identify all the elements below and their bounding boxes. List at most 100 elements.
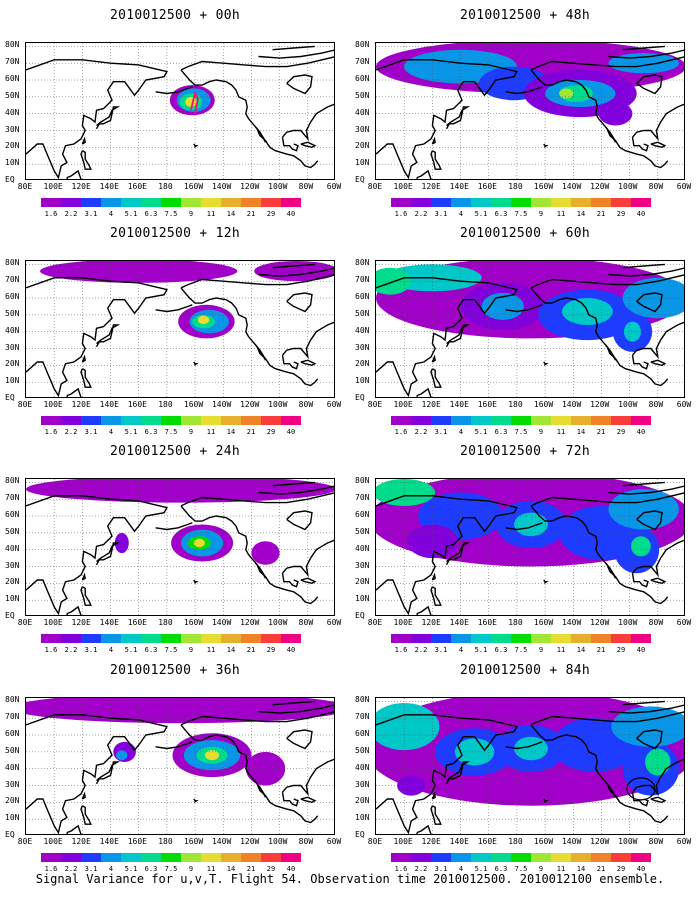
colorbar-swatch — [221, 853, 241, 862]
colorbar-level-label: 9 — [188, 646, 194, 654]
latitude-label: 30N — [5, 779, 20, 789]
longitude-label: 160E — [127, 400, 147, 409]
longitude-label: 120E — [421, 182, 441, 191]
map-frame — [25, 42, 335, 180]
latitude-label: 50N — [355, 745, 370, 755]
longitude-label: 140E — [99, 400, 119, 409]
longitude-label: 120E — [71, 182, 91, 191]
coastline — [445, 542, 471, 566]
coastline — [430, 805, 442, 825]
colorbar-swatch — [471, 198, 491, 207]
coastline — [255, 781, 267, 798]
coastline — [300, 141, 317, 149]
colorbar-swatch — [571, 853, 591, 862]
latitude-label: EQ — [355, 830, 365, 839]
latitude-label: 70N — [5, 275, 20, 285]
colorbar-swatch — [81, 853, 101, 862]
colorbar-level-label: 4 — [458, 428, 464, 436]
latitude-label: 20N — [355, 359, 370, 369]
coastline — [608, 267, 684, 277]
longitude-label: 180 — [158, 618, 173, 627]
longitude-label: 80E — [17, 182, 33, 191]
colorbar-level-label: 29 — [616, 428, 626, 436]
longitude-label: 80W — [298, 182, 314, 191]
colorbar-level-label: 4 — [108, 865, 114, 873]
panel-title: 2010012500 + 84h — [459, 663, 591, 678]
coastlines — [376, 263, 684, 397]
latitude-label: 80N — [355, 476, 370, 486]
latitude-label: 70N — [355, 493, 370, 503]
colorbar-swatch — [611, 853, 631, 862]
colorbar-swatch — [221, 198, 241, 207]
colorbar-swatch — [61, 416, 81, 425]
longitude-label: 100W — [268, 400, 288, 409]
coastline — [608, 704, 684, 714]
coastline — [505, 522, 543, 531]
colorbar-swatch — [141, 416, 161, 425]
coastline — [255, 344, 267, 361]
longitude-label: 160W — [533, 618, 554, 627]
coastlines — [376, 700, 684, 834]
colorbar-level-label: 21 — [246, 210, 256, 218]
longitude-label: 160E — [477, 618, 497, 627]
longitude-label: 80W — [648, 837, 664, 846]
latitude-label: EQ — [355, 393, 365, 402]
colorbar-swatch — [451, 198, 471, 207]
coastline — [631, 103, 684, 142]
variance-contour — [114, 532, 129, 554]
coastline — [281, 137, 299, 152]
latitude-label: 40N — [355, 107, 370, 117]
variance-contour — [397, 775, 426, 796]
latitude-label: 20N — [5, 359, 20, 369]
longitude-label: 80E — [367, 400, 383, 409]
colorbar-level-label: 9 — [538, 865, 544, 873]
latitude-label: EQ — [5, 175, 15, 184]
longitude-label: 60W — [676, 618, 692, 627]
latitude-label: 30N — [5, 342, 20, 352]
colorbar-swatch — [241, 198, 261, 207]
colorbar-level-label: 6.3 — [144, 428, 158, 436]
colorbar-level-label: 14 — [576, 210, 586, 218]
colorbar-swatch — [61, 198, 81, 207]
longitude-label: 120W — [240, 182, 260, 191]
latitude-label: 40N — [5, 543, 20, 553]
latitude-label: 60N — [5, 292, 20, 302]
coastline — [431, 354, 436, 363]
colorbar-swatch — [491, 634, 511, 643]
variance-contour — [197, 315, 210, 325]
colorbar-swatch — [511, 416, 531, 425]
colorbar-level-label: 5.1 — [474, 646, 488, 654]
colorbar-level-label: 40 — [636, 210, 646, 218]
colorbar-level-label: 1.6 — [44, 428, 58, 436]
colorbar-level-label: 11 — [556, 210, 566, 218]
coastline — [622, 481, 665, 487]
latitude-label: 40N — [5, 762, 20, 772]
longitude-label: 60W — [326, 837, 342, 846]
colorbar-level-label: 2.2 — [414, 428, 428, 436]
colorbar-level-label: 21 — [246, 865, 256, 873]
colorbar — [391, 198, 651, 207]
colorbar-swatch — [221, 416, 241, 425]
longitude-label: 120W — [240, 618, 260, 627]
coastline — [608, 485, 684, 495]
colorbar-level-label: 40 — [286, 428, 296, 436]
colorbar-level-label: 14 — [226, 646, 236, 654]
longitude-label: 80W — [648, 400, 664, 409]
longitude-label: 180 — [158, 400, 173, 409]
latitude-label: 50N — [5, 308, 20, 318]
coastline — [80, 805, 92, 825]
colorbar-swatch — [41, 416, 61, 425]
colorbar-swatch — [411, 198, 431, 207]
coastline — [81, 136, 86, 145]
variance-contour — [407, 524, 458, 559]
colorbar-level-label: 5.1 — [474, 428, 488, 436]
colorbar-swatch — [511, 198, 531, 207]
colorbar-swatch — [431, 198, 451, 207]
colorbar-swatch — [61, 634, 81, 643]
colorbar-level-label: 6.3 — [144, 646, 158, 654]
colorbar-swatch — [551, 634, 571, 643]
latitude-label: 10N — [5, 813, 20, 823]
longitude-label: 120W — [590, 618, 610, 627]
colorbar-swatch — [591, 634, 611, 643]
coastline — [281, 792, 299, 807]
